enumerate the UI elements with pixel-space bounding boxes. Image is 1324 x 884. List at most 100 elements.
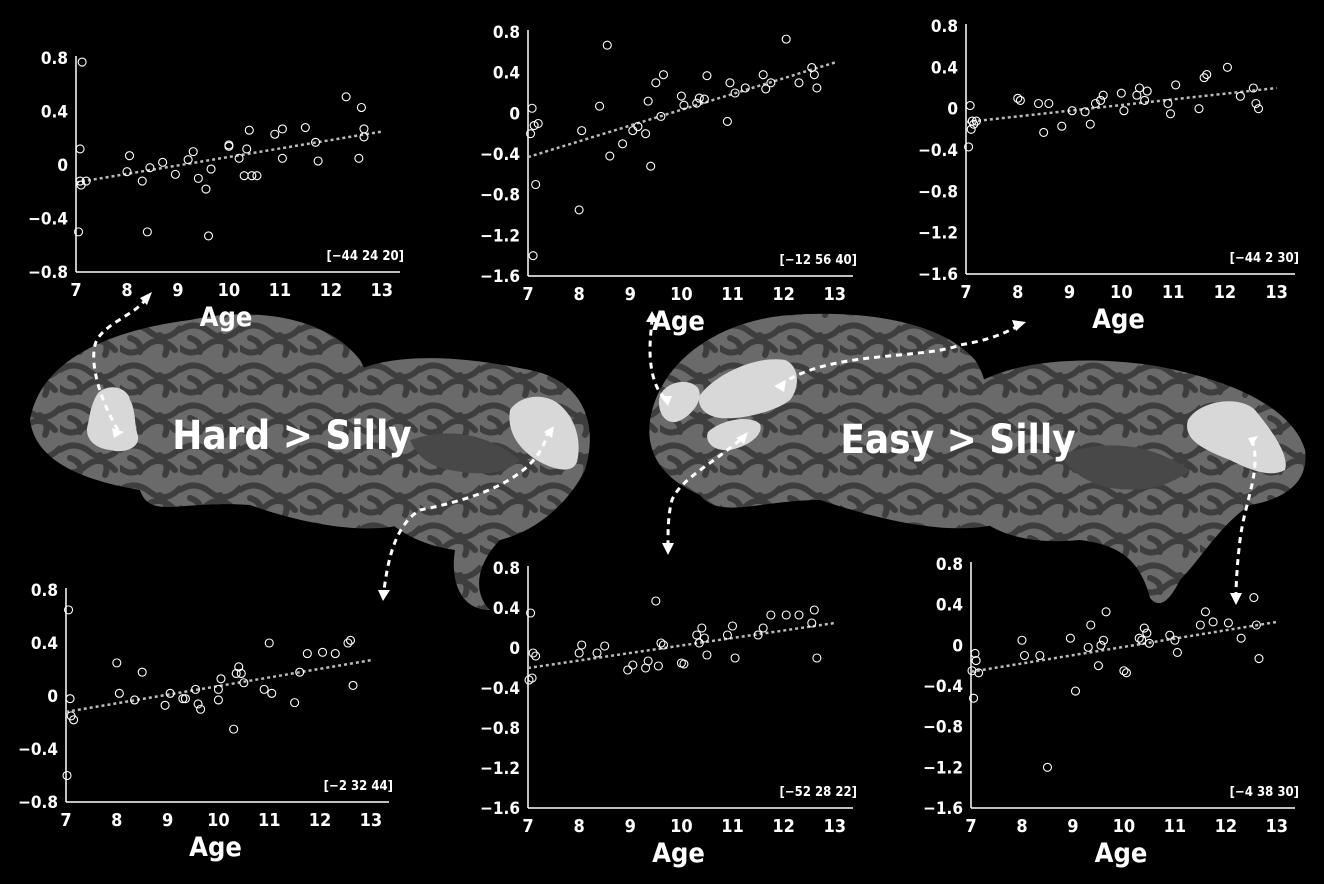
contrast-label-hard: Hard > Silly xyxy=(172,413,411,459)
fit-line xyxy=(527,61,836,159)
data-point xyxy=(702,71,712,81)
data-point xyxy=(1139,623,1149,633)
data-point xyxy=(1042,762,1053,772)
data-point xyxy=(628,660,638,670)
data-point xyxy=(343,638,353,648)
data-point xyxy=(1083,642,1093,652)
data-point xyxy=(247,171,257,181)
x-tick-label: 8 xyxy=(1012,282,1023,303)
data-point xyxy=(191,684,201,694)
scatter-plot-1: 0.8 0.4 0 −0.4 −0.87 8 9 10 11 12 13 Age [−44 24 20] xyxy=(28,49,404,333)
data-point xyxy=(124,151,135,161)
data-point xyxy=(740,83,750,93)
x-axis-label: Age xyxy=(652,838,705,869)
data-point xyxy=(531,179,541,190)
data-point xyxy=(730,88,740,98)
brain-easy-silly: Easy > Silly xyxy=(649,313,1306,604)
data-point xyxy=(1170,635,1180,645)
data-point xyxy=(178,694,188,704)
data-point xyxy=(676,91,686,101)
x-tick-label: 7 xyxy=(522,284,533,305)
y-tick-label: −1.2 xyxy=(923,758,963,778)
data-point xyxy=(967,666,977,676)
data-point xyxy=(526,129,536,139)
x-axis-label: Age xyxy=(652,306,705,337)
y-tick-label: −0.4 xyxy=(480,145,520,165)
data-point xyxy=(643,656,653,666)
roi-hard-medial xyxy=(509,396,579,470)
roi-easy-lateral-a xyxy=(658,381,700,423)
data-point xyxy=(1163,98,1173,109)
y-tick-label: 0 xyxy=(509,639,520,659)
data-point xyxy=(1142,86,1152,96)
data-point xyxy=(699,633,709,643)
data-point xyxy=(267,688,277,698)
roi-marker-hard-medial xyxy=(544,426,554,438)
data-point xyxy=(165,688,175,698)
data-point xyxy=(809,605,819,615)
x-axis-label: Age xyxy=(189,832,242,863)
data-point xyxy=(1172,647,1182,658)
x-tick-label: 10 xyxy=(670,816,693,837)
data-point xyxy=(600,641,610,651)
x-tick-label: 8 xyxy=(573,816,584,837)
y-tick-label: −0.8 xyxy=(480,719,520,739)
data-point xyxy=(75,144,85,154)
data-point xyxy=(1134,83,1144,93)
data-point xyxy=(725,78,735,88)
data-point xyxy=(244,125,254,135)
data-point xyxy=(692,630,702,640)
contrast-label-easy: Easy > Silly xyxy=(840,417,1075,463)
x-tick-label: 10 xyxy=(1113,816,1136,837)
data-point xyxy=(643,96,653,106)
scatter-plot-4: 0.8 0.4 0 −0.4 −0.87 8 9 10 11 12 13 Age [−2 32 44] xyxy=(18,581,393,863)
arrow-easy-b-to-plot3 xyxy=(779,324,1019,387)
data-point xyxy=(618,139,628,149)
data-point xyxy=(1235,91,1245,101)
y-tick-label: −0.8 xyxy=(28,263,68,283)
data-point xyxy=(259,684,269,694)
data-point xyxy=(965,101,975,111)
y-tick-label: 0.4 xyxy=(931,58,958,78)
x-tick-label: 12 xyxy=(772,284,795,305)
y-tick-label: 0.8 xyxy=(31,581,58,601)
data-point xyxy=(794,78,804,88)
x-axis-label: Age xyxy=(1095,838,1148,869)
data-point xyxy=(971,116,981,126)
data-point xyxy=(224,141,234,151)
data-point xyxy=(1098,635,1109,645)
data-point xyxy=(1249,592,1259,603)
x-tick-label: 8 xyxy=(1016,816,1027,837)
data-point xyxy=(1119,666,1129,676)
data-point xyxy=(354,153,364,163)
data-point xyxy=(1057,121,1067,131)
data-point xyxy=(1096,95,1106,105)
data-point xyxy=(359,132,369,142)
data-point xyxy=(1165,109,1176,119)
data-point xyxy=(302,649,312,659)
data-point xyxy=(1200,607,1211,617)
data-point xyxy=(1116,88,1126,98)
data-point xyxy=(137,176,147,186)
x-tick-label: 10 xyxy=(1110,282,1133,303)
data-point xyxy=(231,668,241,679)
data-point xyxy=(1119,106,1129,116)
data-point xyxy=(345,635,356,645)
data-point xyxy=(242,144,252,154)
data-point xyxy=(295,667,305,677)
y-tick-label: 0 xyxy=(57,156,68,176)
data-point xyxy=(1248,83,1258,93)
y-tick-label: 0.8 xyxy=(41,49,68,69)
data-point xyxy=(1251,98,1261,109)
data-point xyxy=(781,610,791,620)
x-tick-label: 12 xyxy=(320,280,343,301)
roi-easy-medial xyxy=(1187,401,1286,474)
data-point xyxy=(1142,628,1152,638)
data-point xyxy=(531,651,541,661)
data-point xyxy=(658,640,669,650)
data-point xyxy=(651,596,661,606)
data-point xyxy=(359,124,369,134)
data-point xyxy=(694,93,704,103)
y-tick-label: 0.8 xyxy=(493,559,520,579)
data-point xyxy=(812,83,822,93)
